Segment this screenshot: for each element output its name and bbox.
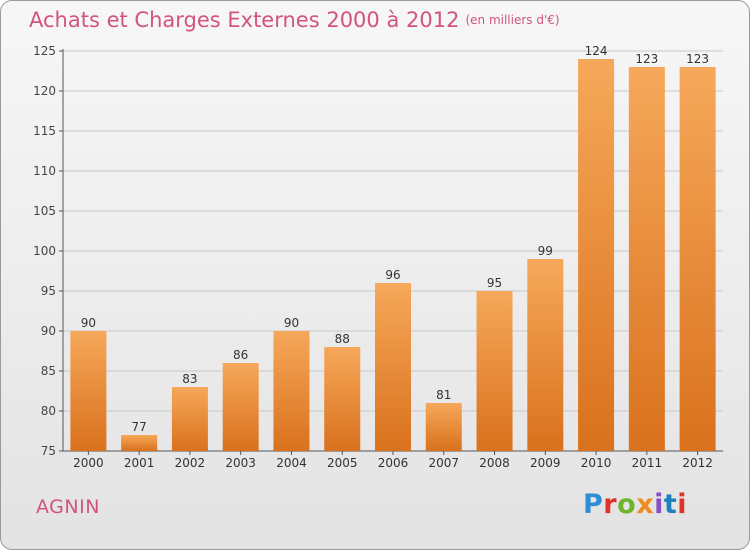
chart-title: Achats et Charges Externes 2000 à 2012 (e… — [29, 8, 560, 32]
logo-letter: o — [617, 489, 637, 520]
x-tick-label: 2004 — [276, 456, 307, 470]
bar-2007 — [425, 403, 462, 451]
bar-value-label: 90 — [81, 316, 96, 330]
x-tick-label: 2010 — [581, 456, 612, 470]
bar-2002 — [171, 387, 208, 451]
bar-2008 — [476, 291, 513, 451]
bar-value-label: 83 — [182, 372, 197, 386]
y-tick-label: 110 — [33, 164, 56, 178]
bar-value-label: 95 — [487, 276, 502, 290]
place-name: AGNIN — [36, 496, 100, 518]
bar-2000 — [70, 331, 107, 451]
x-tick-label: 2002 — [175, 456, 206, 470]
x-tick-label: 2007 — [428, 456, 459, 470]
y-tick-label: 100 — [33, 244, 56, 258]
bar-2006 — [375, 283, 411, 451]
bar-value-label: 90 — [284, 316, 299, 330]
y-tick-label: 75 — [41, 444, 56, 458]
logo-letter: t — [663, 489, 678, 520]
chart-title-text: Achats et Charges Externes 2000 à 2012 — [29, 8, 460, 32]
y-tick-label: 115 — [33, 124, 56, 138]
x-tick-label: 2006 — [378, 456, 409, 470]
bar-2003 — [222, 363, 259, 451]
logo-letter: P — [583, 489, 604, 520]
bar-2011 — [628, 67, 665, 451]
logo-letter: i — [654, 489, 664, 520]
x-tick-label: 2000 — [73, 456, 104, 470]
y-tick-label: 120 — [33, 84, 56, 98]
x-tick-label: 2001 — [124, 456, 155, 470]
bar-value-label: 77 — [132, 420, 147, 434]
x-tick-label: 2005 — [327, 456, 358, 470]
chart-unit: (en milliers d'€) — [465, 13, 560, 27]
bar-2009 — [527, 259, 564, 451]
logo-letter: r — [603, 489, 618, 520]
x-tick-label: 2011 — [632, 456, 663, 470]
bar-2004 — [273, 331, 310, 451]
y-tick-label: 95 — [41, 284, 56, 298]
x-tick-label: 2012 — [682, 456, 713, 470]
x-tick-label: 2008 — [479, 456, 510, 470]
logo-letter: i — [677, 489, 688, 520]
logo-letter: x — [636, 489, 655, 520]
bar-value-label: 123 — [686, 52, 709, 66]
y-tick-label: 105 — [33, 204, 56, 218]
bar-value-label: 124 — [585, 44, 608, 58]
y-tick-label: 80 — [41, 404, 56, 418]
x-tick-label: 2003 — [225, 456, 256, 470]
bar-2010 — [578, 59, 615, 451]
y-tick-label: 85 — [41, 364, 56, 378]
y-tick-label: 90 — [41, 324, 56, 338]
x-tick-label: 2009 — [530, 456, 561, 470]
bar-value-label: 96 — [385, 268, 400, 282]
bar-value-label: 123 — [635, 52, 658, 66]
bar-value-label: 81 — [436, 388, 451, 402]
proxiti-logo: Proxiti — [583, 489, 687, 520]
y-tick-label: 125 — [33, 44, 56, 58]
bar-value-label: 86 — [233, 348, 248, 362]
bar-2005 — [324, 347, 361, 451]
bar-2012 — [679, 67, 716, 451]
bar-value-label: 99 — [538, 244, 553, 258]
bar-2001 — [121, 435, 158, 451]
bar-value-label: 88 — [335, 332, 350, 346]
